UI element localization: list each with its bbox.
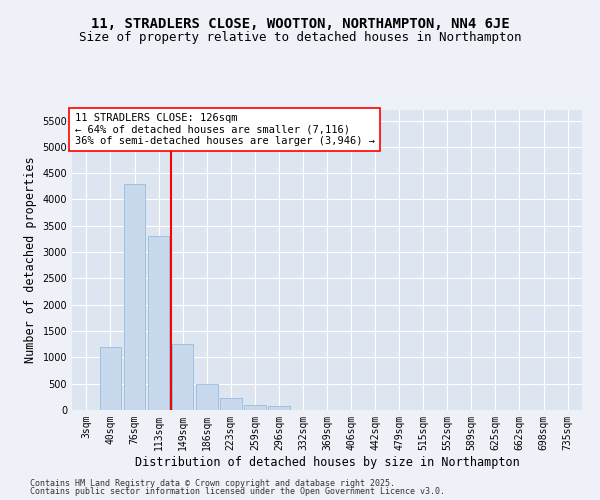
Text: Size of property relative to detached houses in Northampton: Size of property relative to detached ho… (79, 31, 521, 44)
Text: 11 STRADLERS CLOSE: 126sqm
← 64% of detached houses are smaller (7,116)
36% of s: 11 STRADLERS CLOSE: 126sqm ← 64% of deta… (74, 113, 374, 146)
X-axis label: Distribution of detached houses by size in Northampton: Distribution of detached houses by size … (134, 456, 520, 468)
Text: 11, STRADLERS CLOSE, WOOTTON, NORTHAMPTON, NN4 6JE: 11, STRADLERS CLOSE, WOOTTON, NORTHAMPTO… (91, 18, 509, 32)
Text: Contains public sector information licensed under the Open Government Licence v3: Contains public sector information licen… (30, 487, 445, 496)
Bar (268, 406, 290, 410)
Bar (172, 344, 193, 410)
Bar (100, 347, 121, 410)
Bar (124, 184, 145, 410)
Y-axis label: Number of detached properties: Number of detached properties (24, 156, 37, 364)
Bar (196, 384, 218, 410)
Bar (148, 236, 169, 410)
Bar (220, 398, 242, 410)
Text: Contains HM Land Registry data © Crown copyright and database right 2025.: Contains HM Land Registry data © Crown c… (30, 478, 395, 488)
Bar (244, 404, 266, 410)
